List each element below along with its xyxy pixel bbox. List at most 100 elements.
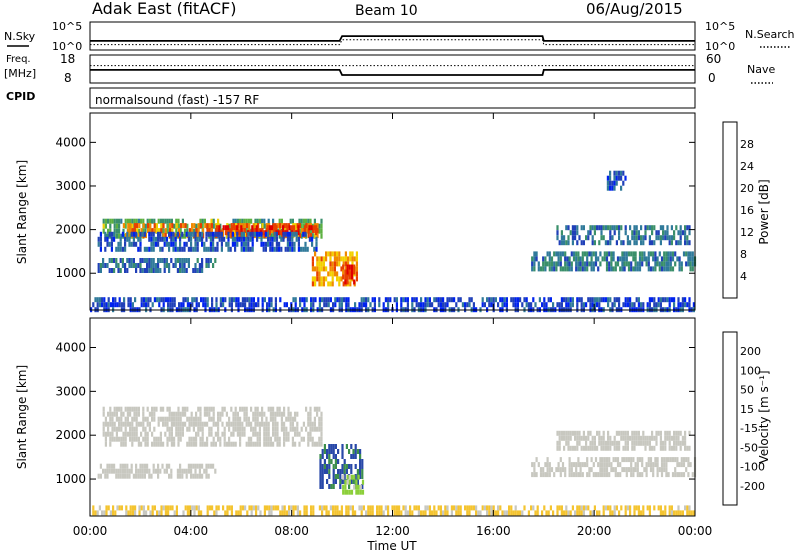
heatmap-cell — [289, 228, 292, 234]
heatmap-cell — [557, 251, 560, 257]
heatmap-cell — [684, 505, 687, 511]
heatmap-cell — [312, 505, 315, 511]
heatmap-cell — [108, 468, 111, 474]
heatmap-cell — [140, 431, 143, 437]
heatmap-cell — [533, 251, 536, 257]
heatmap-cell — [170, 431, 173, 437]
heatmap-cell — [242, 241, 245, 247]
heatmap-cell — [336, 261, 339, 267]
heatmap-cell — [671, 472, 675, 478]
heatmap-cell — [124, 236, 127, 242]
heatmap-cell — [601, 256, 604, 262]
heatmap-cell — [598, 297, 601, 303]
heatmap-cell — [293, 246, 296, 252]
heatmap-cell — [296, 510, 299, 516]
heatmap-cell — [325, 505, 328, 511]
heatmap-cell — [141, 468, 144, 474]
heatmap-cell — [141, 258, 144, 263]
heatmap-cell — [309, 416, 312, 422]
heatmap-cell — [157, 241, 160, 247]
heatmap-cell — [497, 510, 500, 516]
heatmap-cell — [151, 406, 154, 412]
heatmap-cell — [102, 406, 105, 412]
heatmap-cell — [151, 505, 154, 511]
heatmap-cell — [636, 472, 639, 478]
heatmap-cell — [499, 297, 502, 303]
heatmap-cell — [468, 302, 471, 308]
heatmap-cell — [292, 505, 295, 511]
heatmap-cell — [170, 468, 173, 474]
heatmap-cell — [274, 426, 277, 432]
heatmap-cell — [604, 440, 607, 446]
heatmap-cell — [575, 261, 578, 267]
heatmap-cell — [591, 225, 594, 231]
heatmap-cell — [147, 223, 150, 229]
heatmap-cell — [186, 510, 189, 516]
heatmap-cell — [654, 266, 657, 272]
heatmap-cell — [608, 457, 611, 463]
heatmap-cell — [160, 505, 163, 511]
heatmap-cell — [654, 256, 657, 262]
heatmap-cell — [651, 445, 654, 451]
heatmap-cell — [546, 261, 549, 267]
heatmap-cell — [173, 436, 176, 442]
heatmap-cell — [608, 251, 611, 257]
heatmap-cell — [633, 445, 636, 451]
heatmap-cell — [143, 258, 146, 263]
heatmap-cell — [525, 302, 528, 308]
heatmap-cell — [637, 302, 640, 308]
heatmap-cell — [188, 426, 191, 432]
xtick-label: 20:00 — [577, 524, 612, 538]
heatmap-cell — [362, 302, 365, 308]
heatmap-cell — [278, 436, 281, 442]
heatmap-cell — [232, 228, 235, 234]
heatmap-cell — [327, 302, 330, 308]
heatmap-cell — [592, 251, 595, 257]
heatmap-cell — [336, 256, 339, 262]
heatmap-cell — [144, 436, 147, 442]
heatmap-cell — [272, 416, 275, 422]
heatmap-cell — [173, 510, 176, 516]
heatmap-cell — [187, 468, 190, 474]
heatmap-cell — [131, 510, 134, 516]
heatmap-cell — [328, 464, 331, 469]
heatmap-cell — [552, 510, 555, 516]
heatmap-cell — [546, 457, 549, 463]
heatmap-cell — [104, 236, 107, 242]
heatmap-cell — [605, 261, 609, 267]
heatmap-cell — [264, 241, 267, 247]
heatmap-cell — [333, 251, 336, 257]
heatmap-cell — [227, 246, 230, 252]
heatmap-cell — [237, 510, 240, 516]
heatmap-cell — [305, 297, 308, 303]
heatmap-cell — [102, 421, 105, 427]
heatmap-cell — [239, 441, 242, 447]
heatmap-cell — [168, 268, 171, 273]
heatmap-cell — [565, 225, 568, 231]
heatmap-cell — [268, 297, 271, 303]
heatmap-cell — [338, 261, 341, 267]
heatmap-cell — [166, 426, 169, 432]
heatmap-cell — [320, 228, 323, 234]
heatmap-cell — [632, 467, 635, 473]
heatmap-cell — [568, 462, 571, 468]
heatmap-cell — [124, 263, 127, 268]
heatmap-cell — [652, 251, 655, 257]
heatmap-cell — [503, 302, 506, 308]
heatmap-cell — [553, 266, 556, 272]
heatmap-cell — [181, 406, 184, 412]
heatmap-cell — [323, 302, 326, 308]
heatmap-cell — [171, 302, 174, 308]
power-colorbar-tick: 12 — [740, 226, 754, 239]
heatmap-cell — [102, 218, 105, 224]
heatmap-cell — [276, 223, 279, 229]
heatmap-cell — [538, 297, 541, 303]
heatmap-cell — [632, 266, 635, 272]
heatmap-cell — [179, 421, 182, 427]
heatmap-cell — [636, 467, 639, 473]
heatmap-cell — [278, 218, 281, 224]
heatmap-cell — [589, 445, 592, 451]
heatmap-cell — [326, 449, 329, 454]
heatmap-cell — [609, 297, 612, 303]
heatmap-cell — [564, 251, 567, 257]
